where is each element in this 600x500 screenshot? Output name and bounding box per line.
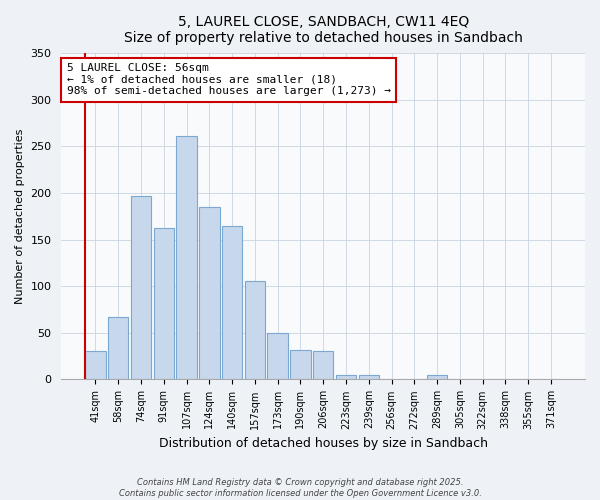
Bar [108,317,128,380]
Bar [245,280,265,380]
Bar [176,136,197,380]
Bar [336,375,356,380]
Bar [290,350,311,380]
Bar [131,196,151,380]
Y-axis label: Number of detached properties: Number of detached properties [15,128,25,304]
Bar [541,378,561,380]
X-axis label: Distribution of detached houses by size in Sandbach: Distribution of detached houses by size … [159,437,488,450]
Bar [359,375,379,380]
Bar [268,333,288,380]
Bar [222,226,242,380]
Bar [313,352,334,380]
Bar [85,352,106,380]
Text: Contains HM Land Registry data © Crown copyright and database right 2025.
Contai: Contains HM Land Registry data © Crown c… [119,478,481,498]
Bar [199,207,220,380]
Title: 5, LAUREL CLOSE, SANDBACH, CW11 4EQ
Size of property relative to detached houses: 5, LAUREL CLOSE, SANDBACH, CW11 4EQ Size… [124,15,523,45]
Bar [154,228,174,380]
Text: 5 LAUREL CLOSE: 56sqm
← 1% of detached houses are smaller (18)
98% of semi-detac: 5 LAUREL CLOSE: 56sqm ← 1% of detached h… [67,63,391,96]
Bar [427,375,448,380]
